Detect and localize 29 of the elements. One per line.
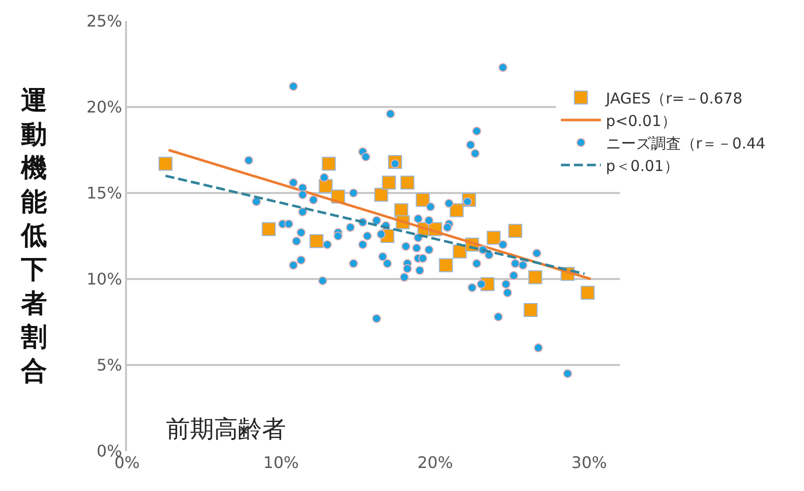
point: [310, 234, 324, 248]
annotation: 前期高齢者: [166, 415, 286, 443]
point: [508, 224, 522, 238]
point: [400, 176, 414, 190]
x-tick-label: 10%: [263, 453, 299, 472]
point: [524, 302, 538, 317]
x-tick-label: 30%: [571, 453, 607, 472]
legend-label: p＜0.01）: [606, 156, 679, 175]
point: [262, 222, 276, 236]
y-tick-label: 25%: [86, 12, 122, 31]
point: [322, 156, 336, 171]
text: 運動機能低下者割合: [21, 86, 47, 386]
point: [416, 192, 430, 207]
x-tick-label: 20%: [417, 453, 453, 472]
point: [374, 188, 388, 202]
point: [158, 156, 173, 171]
legend-label: p<0.01）: [606, 112, 676, 130]
y-tick-label: 5%: [96, 356, 122, 375]
y-tick-label: 15%: [86, 184, 122, 203]
point: [450, 203, 464, 218]
point: [382, 176, 396, 190]
y-tick-label: 20%: [86, 98, 122, 117]
point: [580, 286, 595, 300]
point: [486, 230, 501, 245]
legend-label: ニーズ調査（r＝－0.44: [606, 134, 766, 152]
point: [438, 258, 453, 272]
legend-label: JAGES（r=－0.678: [604, 89, 742, 108]
point: [528, 270, 542, 284]
y-tick-label: 10%: [86, 270, 122, 289]
